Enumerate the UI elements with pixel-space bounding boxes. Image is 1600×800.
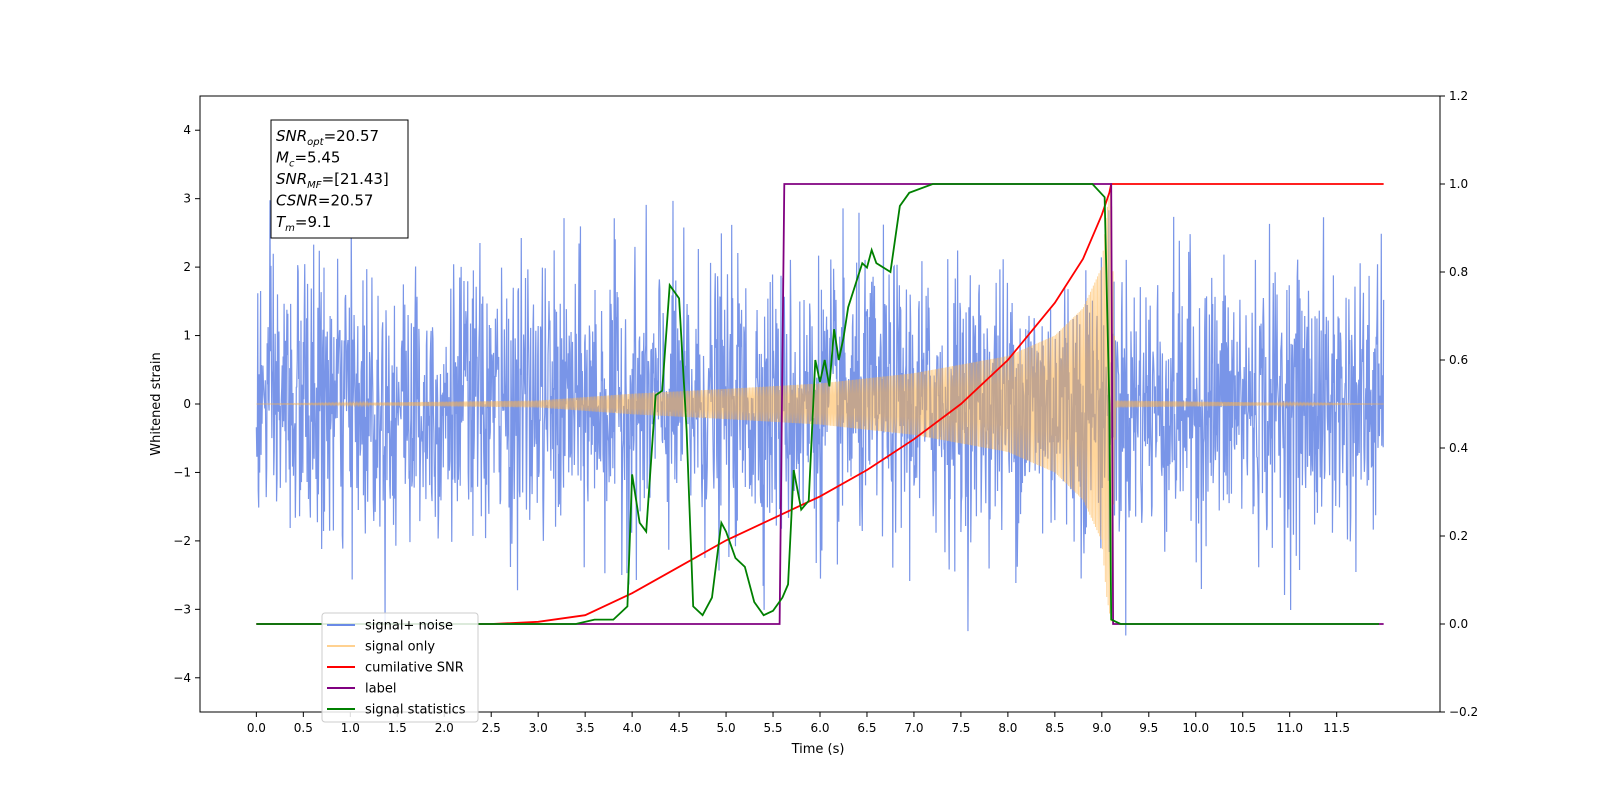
annotation-value: =20.57: [324, 127, 380, 145]
legend: signal+ noise signal only cumilative SNR la…: [321, 612, 479, 723]
y-left-tick-label: −4: [173, 671, 191, 685]
x-tick-label: 11.0: [1276, 721, 1303, 735]
x-axis-ticks: 0.0 0.5 1.0 1.5 2.0 2.5 3.0 3.5 4.0 4.5 5.0 5.5 6.0 6…: [247, 712, 1350, 735]
annotation-subscript: MF: [307, 180, 322, 191]
y-left-axis-ticks: −4 −3 −2 −1 0 1 2 3 4: [173, 123, 200, 685]
series-line-1: [256, 190, 1384, 622]
x-tick-label: 6.5: [857, 721, 876, 735]
y-left-tick-label: 3: [183, 192, 191, 206]
legend-frame: [321, 612, 479, 723]
x-tick-label: 4.5: [670, 721, 689, 735]
y-left-tick-label: 1: [183, 329, 191, 343]
x-tick-label: 10.5: [1229, 721, 1256, 735]
annotation-line: Tm=9.1: [276, 213, 331, 234]
y-right-tick-label: 0.8: [1449, 265, 1468, 279]
x-tick-label: 6.0: [810, 721, 829, 735]
y-right-tick-label: 0.2: [1449, 529, 1468, 543]
x-tick-label: 5.0: [717, 721, 736, 735]
series-line-0: [255, 200, 1385, 636]
x-tick-label: 5.5: [763, 721, 782, 735]
x-tick-label: 0.5: [294, 721, 313, 735]
legend-label: signal statistics: [365, 703, 466, 718]
x-tick-label: 7.0: [904, 721, 923, 735]
annotation-symbol: SNR: [276, 127, 307, 145]
annotation-symbol: CSNR: [276, 192, 318, 210]
x-tick-label: 1.5: [388, 721, 407, 735]
y-left-tick-label: −2: [173, 534, 191, 548]
annotation-subscript: m: [285, 223, 295, 234]
annotation-value: =9.1: [295, 213, 331, 231]
y-right-tick-label: 0.0: [1449, 617, 1468, 631]
series-line-4: [256, 183, 1379, 625]
x-tick-label: 9.5: [1139, 721, 1158, 735]
y-right-axis-ticks: −0.2 0.0 0.2 0.4 0.6 0.8 1.0 1.2: [1440, 89, 1478, 719]
x-tick-label: 4.0: [623, 721, 642, 735]
annotation-symbol: T: [276, 213, 287, 231]
x-tick-label: 3.0: [529, 721, 548, 735]
annotation-symbol: M: [276, 149, 289, 167]
x-tick-label: 11.5: [1323, 721, 1350, 735]
y-right-tick-label: 0.4: [1449, 441, 1468, 455]
y-right-tick-label: 1.2: [1449, 89, 1468, 103]
x-tick-label: 1.0: [341, 721, 360, 735]
annotation-value: =20.57: [318, 192, 374, 210]
x-tick-label: 9.0: [1092, 721, 1111, 735]
x-tick-label: 7.5: [951, 721, 970, 735]
annotation-symbol: SNR: [276, 170, 307, 188]
annotation-value: =[21.43]: [322, 170, 389, 188]
annotation-line: SNRopt=20.57: [276, 127, 379, 148]
y-right-tick-label: 0.6: [1449, 353, 1468, 367]
y-left-tick-label: 0: [183, 397, 191, 411]
annotation-line: Mc=5.45: [276, 149, 340, 170]
x-tick-label: 8.0: [998, 721, 1017, 735]
annotation-subscript: c: [289, 159, 295, 170]
y-left-tick-label: −3: [173, 602, 191, 616]
annotation-value: =5.45: [294, 149, 340, 167]
y-right-tick-label: 1.0: [1449, 177, 1468, 191]
series-line-2: [256, 183, 1384, 625]
y-left-tick-label: 4: [183, 123, 191, 137]
x-tick-label: 2.5: [482, 721, 501, 735]
legend-label: signal+ noise: [365, 619, 453, 634]
legend-label: label: [365, 682, 396, 697]
annotation-frame: [270, 119, 409, 239]
x-tick-label: 10.0: [1182, 721, 1209, 735]
x-tick-label: 8.5: [1045, 721, 1064, 735]
x-tick-label: 0.0: [247, 721, 266, 735]
x-tick-label: 2.0: [435, 721, 454, 735]
annotation-box: SNRopt=20.57Mc=5.45SNRMF=[21.43]CSNR=20.…: [270, 119, 409, 239]
y-left-tick-label: 2: [183, 260, 191, 274]
x-axis-label: Time (s): [791, 742, 845, 757]
y-right-tick-label: −0.2: [1449, 705, 1478, 719]
x-tick-label: 3.5: [576, 721, 595, 735]
y-left-axis-label: Whitened strain: [149, 352, 164, 455]
series-layer: [255, 183, 1385, 636]
annotation-line: SNRMF=[21.43]: [276, 170, 389, 191]
legend-label: cumilative SNR: [365, 661, 464, 676]
annotation-subscript: opt: [307, 137, 324, 148]
annotation-line: CSNR=20.57: [276, 192, 373, 210]
y-left-tick-label: −1: [173, 465, 191, 479]
legend-label: signal only: [365, 640, 435, 655]
